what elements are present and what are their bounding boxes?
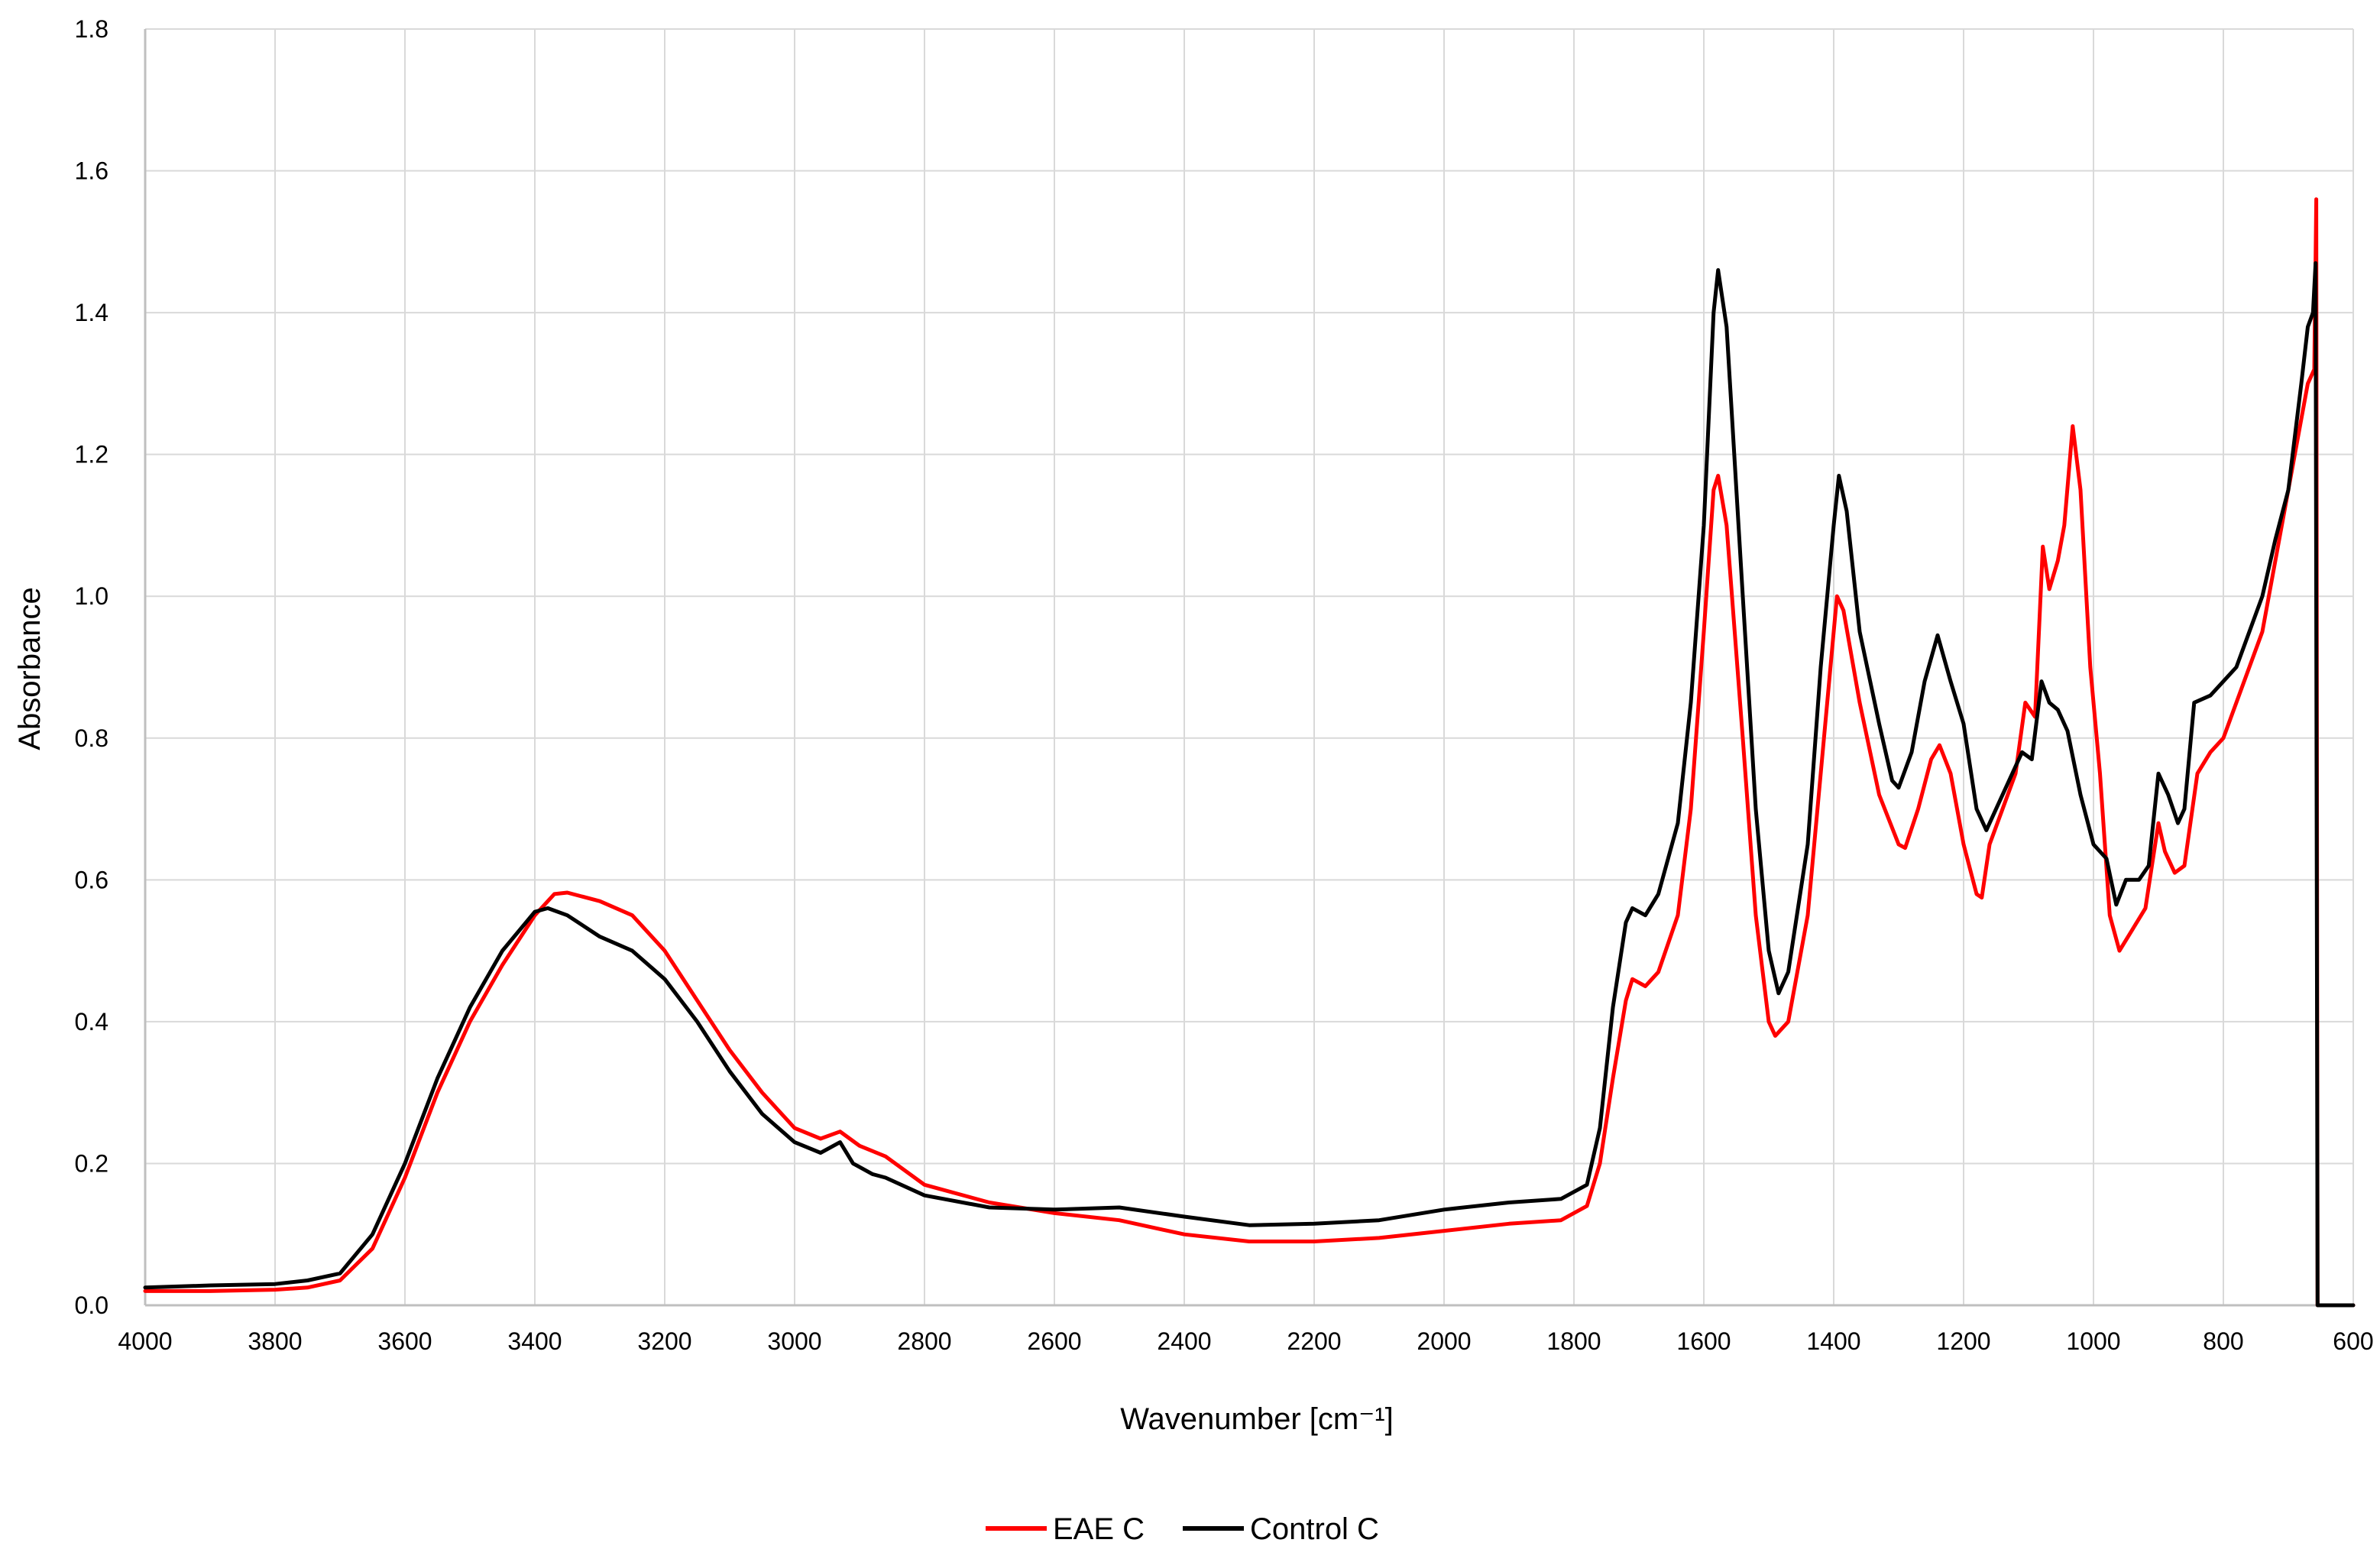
x-tick-label: 1400 — [1806, 1327, 1860, 1355]
x-tick-label: 1600 — [1676, 1327, 1731, 1355]
x-tick-label: 4000 — [118, 1327, 172, 1355]
y-tick-label: 0.8 — [75, 724, 108, 752]
x-tick-label: 1000 — [2066, 1327, 2120, 1355]
y-tick-label: 1.0 — [75, 582, 108, 610]
y-tick-label: 0.4 — [75, 1008, 108, 1036]
y-tick-label: 0.6 — [75, 866, 108, 893]
y-tick-label: 1.4 — [75, 299, 108, 326]
legend-label-eae-c: EAE C — [1053, 1512, 1145, 1546]
y-tick-label: 1.6 — [75, 157, 108, 185]
x-tick-label: 2200 — [1287, 1327, 1341, 1355]
x-tick-label: 600 — [2333, 1327, 2373, 1355]
x-tick-label: 3800 — [248, 1327, 302, 1355]
x-tick-label: 3000 — [767, 1327, 821, 1355]
y-tick-label: 1.2 — [75, 441, 108, 468]
legend: EAE C Control C — [986, 1512, 1379, 1546]
axes — [144, 29, 2353, 1307]
tick-labels: 4000 3800 3600 3400 3200 3000 2800 2600 2400 2200… — [75, 15, 2374, 1355]
x-tick-label: 2000 — [1417, 1327, 1471, 1355]
y-tick-label: 1.8 — [75, 15, 108, 43]
series-line-eae-c — [143, 197, 2356, 1308]
series-group — [143, 197, 2356, 1308]
x-tick-label: 3200 — [637, 1327, 691, 1355]
x-tick-label: 2800 — [897, 1327, 951, 1355]
x-tick-label: 800 — [2203, 1327, 2243, 1355]
x-tick-label: 2600 — [1027, 1327, 1081, 1355]
legend-label-control-c: Control C — [1250, 1512, 1379, 1546]
y-tick-label: 0.2 — [75, 1149, 108, 1177]
x-tick-label: 1800 — [1546, 1327, 1601, 1355]
x-tick-label: 3600 — [377, 1327, 432, 1355]
x-axis-title: Wavenumber [cm⁻¹] — [1120, 1402, 1393, 1436]
y-tick-label: 0.0 — [75, 1292, 108, 1319]
y-axis-title: Absorbance — [13, 587, 47, 750]
x-tick-label: 2400 — [1157, 1327, 1211, 1355]
series-line-control-c — [143, 261, 2356, 1308]
x-tick-label: 1200 — [1936, 1327, 1990, 1355]
x-tick-label: 3400 — [507, 1327, 562, 1355]
